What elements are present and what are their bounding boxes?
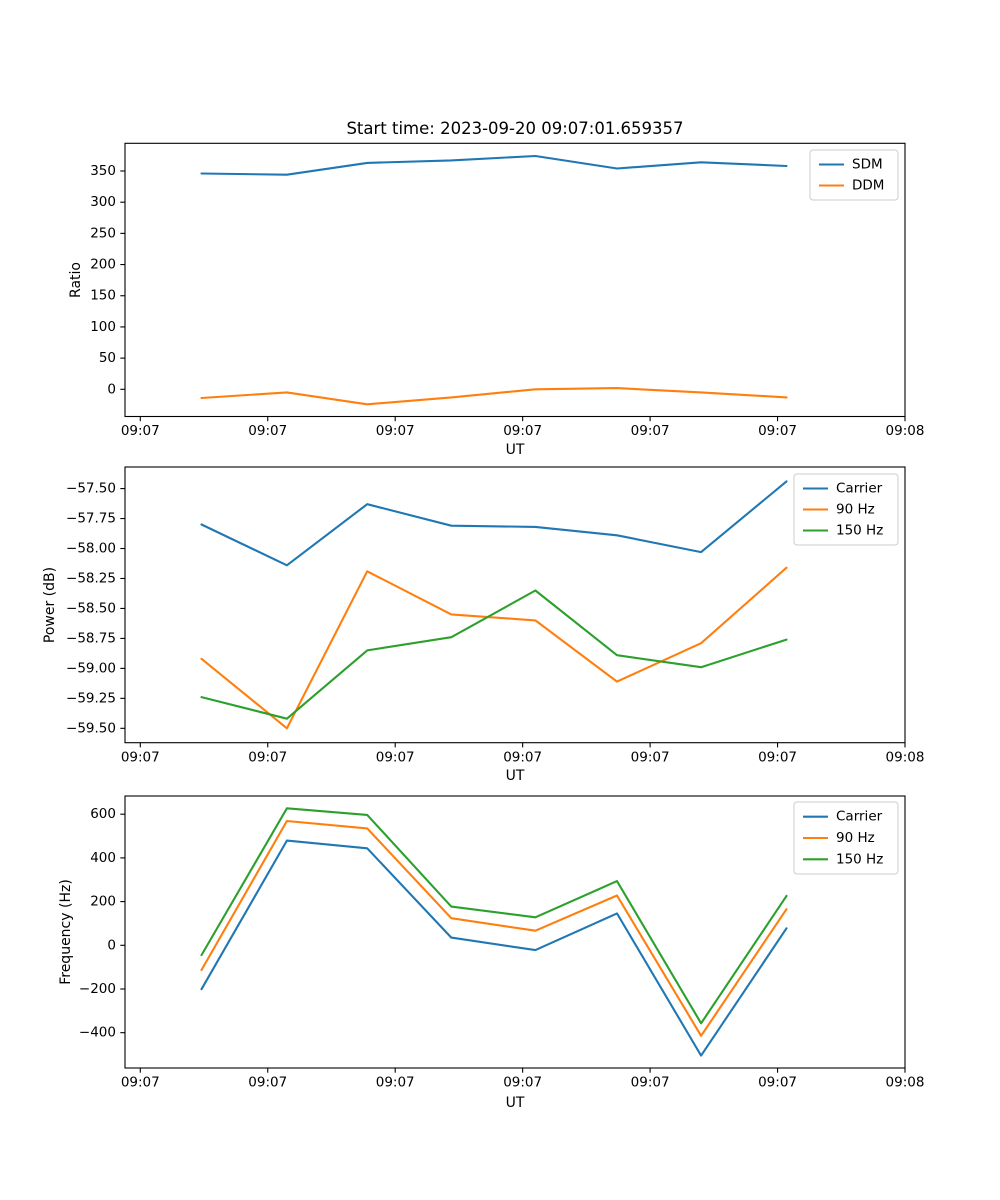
legend-item-sdm: SDM (819, 157, 883, 173)
frequency-plot-ylabel: Frequency (Hz) (58, 879, 74, 985)
legend-item-carrier: Carrier (803, 809, 883, 825)
y-tick-label: −58.25 (66, 570, 116, 586)
y-tick-label: 50 (99, 350, 116, 366)
y-tick-label: 300 (90, 194, 116, 210)
y-tick-label: −57.75 (66, 511, 116, 527)
line-150-hz (200, 589, 788, 720)
y-tick-label: 200 (90, 894, 116, 910)
legend-box (793, 473, 899, 546)
y-tick-label: 150 (90, 288, 116, 304)
legend-label: DDM (852, 178, 884, 194)
line-90-hz (200, 566, 788, 730)
legend-item-90-hz: 90 Hz (803, 830, 875, 846)
x-tick-label: 09:07 (758, 423, 797, 439)
legend-item-carrier: Carrier (803, 481, 883, 497)
x-tick-label: 09:07 (248, 1075, 287, 1091)
x-ticks: 09:07 09:07 09:07 09:07 09:07 09:07 09:08 (121, 416, 925, 439)
line-150-hz (200, 807, 788, 1025)
line-sdm (200, 154, 788, 176)
legend: Carrier 90 Hz 150 Hz (793, 801, 899, 875)
y-tick-label: −200 (79, 981, 116, 997)
x-ticks: 09:07 09:07 09:07 09:07 09:07 09:07 09:08 (121, 1068, 925, 1091)
x-tick-label: 09:07 (248, 749, 287, 765)
ratio-plot-xlabel: UT (505, 442, 525, 458)
y-tick-label: 200 (90, 257, 116, 273)
legend-label: 150 Hz (836, 523, 883, 539)
y-tick-label: −58.00 (66, 541, 116, 557)
subplot-power-db: −57.50 −57.75 −58.00 −58.25 −58.50 −58.75 −59.… (66, 466, 925, 765)
ratio-plot-ylabel: Ratio (68, 262, 84, 298)
figure-title: Start time: 2023-09-20 09:07:01.659357 (346, 119, 684, 138)
x-ticks: 09:07 09:07 09:07 09:07 09:07 09:07 09:08 (121, 742, 925, 765)
x-tick-label: 09:07 (376, 1075, 415, 1091)
x-tick-label: 09:07 (631, 1075, 670, 1091)
x-tick-label: 09:08 (886, 423, 925, 439)
frequency-plot-xlabel: UT (505, 1095, 525, 1111)
legend-item-150-hz: 150 Hz (803, 851, 883, 867)
legend-label: 150 Hz (836, 851, 883, 867)
y-tick-label: −59.00 (66, 660, 116, 676)
y-tick-label: 250 (90, 225, 116, 241)
y-tick-label: 0 (107, 937, 116, 953)
x-tick-label: 09:08 (886, 749, 925, 765)
legend-box (809, 149, 899, 201)
x-tick-label: 09:07 (121, 423, 160, 439)
x-tick-label: 09:07 (758, 749, 797, 765)
y-ticks: 0 50 100 150 200 250 300 350 (90, 163, 125, 397)
y-tick-label: 600 (90, 806, 116, 822)
y-tick-label: −57.50 (66, 481, 116, 497)
x-tick-label: 09:07 (376, 749, 415, 765)
y-tick-label: 0 (107, 381, 116, 397)
x-tick-label: 09:07 (631, 749, 670, 765)
y-tick-label: −59.25 (66, 690, 116, 706)
x-tick-label: 09:07 (376, 423, 415, 439)
y-tick-label: −58.75 (66, 630, 116, 646)
legend-item-90-hz: 90 Hz (803, 502, 875, 518)
legend-label: Carrier (836, 809, 883, 825)
line-carrier (200, 480, 788, 567)
power-plot-ylabel: Power (dB) (42, 566, 58, 644)
line-90-hz (200, 819, 788, 1037)
y-tick-label: −59.50 (66, 720, 116, 736)
y-tick-label: 350 (90, 163, 116, 179)
y-ticks: 600 400 200 0 −200 −400 (79, 806, 125, 1041)
legend: SDM DDM (809, 149, 899, 201)
power-plot-xlabel: UT (505, 768, 525, 784)
y-tick-label: 100 (90, 319, 116, 335)
x-tick-label: 09:07 (248, 423, 287, 439)
x-tick-label: 09:07 (121, 749, 160, 765)
line-ddm (200, 387, 788, 406)
legend-item-ddm: DDM (819, 178, 884, 194)
legend-label: 90 Hz (836, 830, 875, 846)
x-tick-label: 09:07 (631, 423, 670, 439)
axes-spines (124, 795, 906, 1069)
x-tick-label: 09:08 (886, 1075, 925, 1091)
y-ticks: −57.50 −57.75 −58.00 −58.25 −58.50 −58.75 −59.… (66, 481, 125, 736)
line-carrier (200, 839, 788, 1057)
axes-spines (124, 142, 906, 418)
axes-spines (124, 466, 906, 744)
legend: Carrier 90 Hz 150 Hz (793, 473, 899, 546)
legend-label: SDM (852, 157, 883, 173)
y-tick-label: −58.50 (66, 600, 116, 616)
x-tick-label: 09:07 (503, 749, 542, 765)
x-tick-label: 09:07 (503, 1075, 542, 1091)
y-tick-label: −400 (79, 1025, 116, 1041)
x-tick-label: 09:07 (503, 423, 542, 439)
x-tick-label: 09:07 (758, 1075, 797, 1091)
legend-box (793, 801, 899, 875)
legend-label: 90 Hz (836, 502, 875, 518)
x-tick-label: 09:07 (121, 1075, 160, 1091)
legend-item-150-hz: 150 Hz (803, 523, 883, 539)
y-tick-label: 400 (90, 850, 116, 866)
legend-label: Carrier (836, 481, 883, 497)
